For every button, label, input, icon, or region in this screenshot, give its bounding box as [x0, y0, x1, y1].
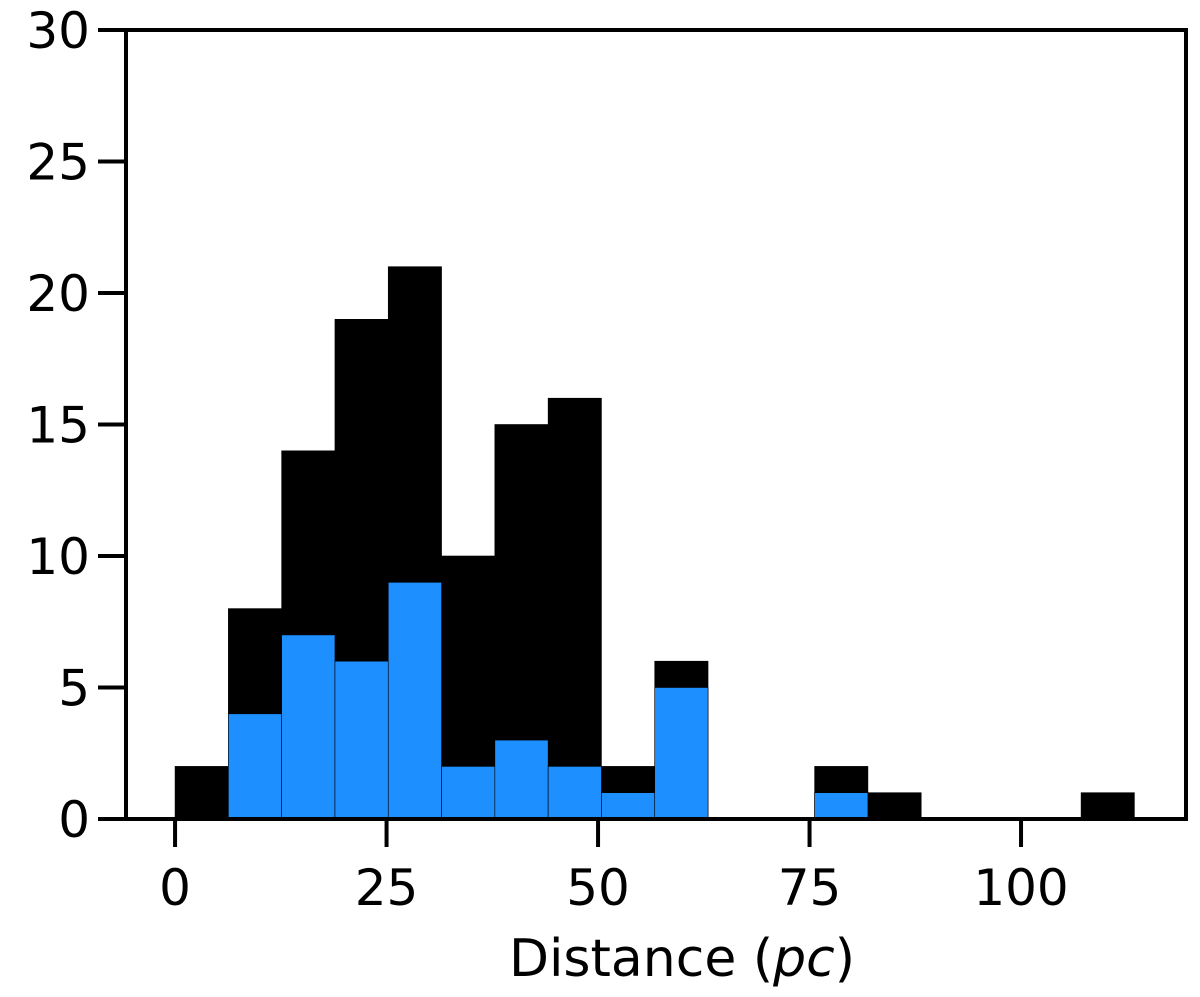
x-tick-label-0: 0 — [159, 859, 191, 917]
x-tick-label-75: 75 — [778, 859, 842, 917]
subset-bar-5 — [441, 766, 496, 820]
x-axis-label-close: ) — [835, 929, 855, 989]
subset-bar-2 — [281, 634, 336, 820]
y-tick-label-5: 5 — [58, 660, 90, 718]
x-axis-label: Distance (pc) — [509, 929, 855, 989]
y-tick-label-0: 0 — [58, 791, 90, 849]
x-tick-label-50: 50 — [566, 859, 630, 917]
total-bar-17 — [1080, 792, 1135, 820]
subset-bar-7 — [547, 766, 602, 820]
x-tick-label-25: 25 — [355, 859, 419, 917]
subset-bar-6 — [494, 739, 549, 820]
y-tick-label-15: 15 — [26, 397, 90, 455]
total-bar-7 — [547, 397, 602, 820]
subset-bar-3 — [334, 660, 389, 820]
y-tick-label-25: 25 — [26, 134, 90, 192]
subset-bar-1 — [228, 713, 282, 820]
x-tick-label-100: 100 — [973, 859, 1068, 917]
x-axis-label-unit: pc — [772, 929, 835, 989]
x-axis-ticks: 0 25 50 75 100 — [159, 819, 1069, 917]
y-axis-ticks: 0 5 10 15 20 25 30 — [26, 2, 126, 849]
subset-bar-8 — [601, 792, 656, 820]
plot-frame — [124, 28, 1188, 821]
y-tick-label-30: 30 — [26, 2, 90, 60]
subset-bar-9 — [654, 687, 709, 820]
x-axis-label-main: Distance ( — [509, 929, 773, 989]
total-bar-0 — [174, 766, 229, 820]
series-subset-bars — [228, 581, 869, 820]
subset-bar-4 — [387, 581, 442, 820]
y-tick-label-10: 10 — [26, 528, 90, 586]
y-tick-label-20: 20 — [26, 265, 90, 323]
subset-bar-12 — [814, 792, 869, 820]
total-bar-13 — [867, 792, 922, 820]
